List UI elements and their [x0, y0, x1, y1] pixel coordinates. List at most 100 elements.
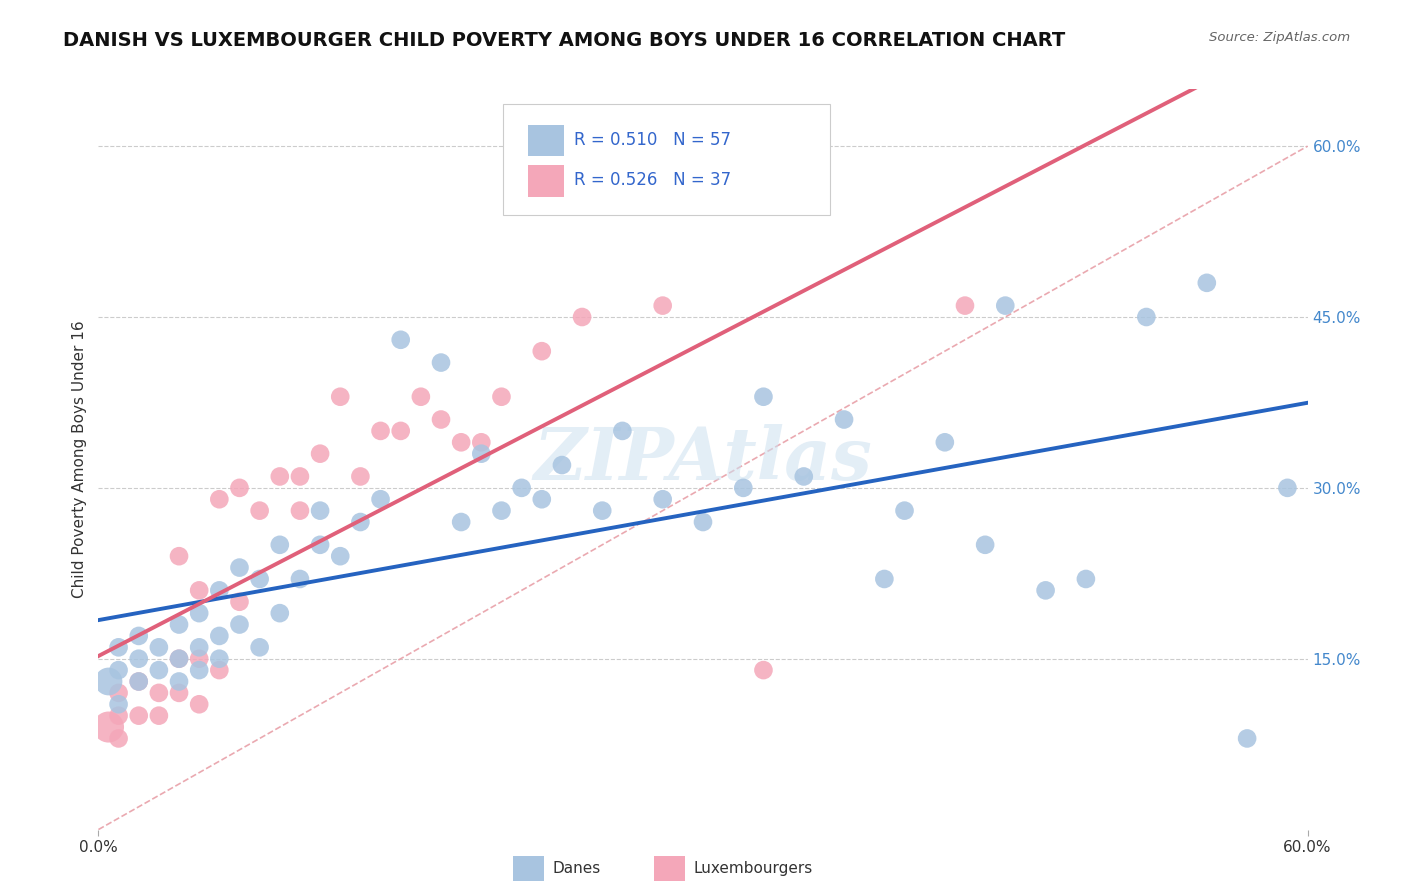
Y-axis label: Child Poverty Among Boys Under 16: Child Poverty Among Boys Under 16 [72, 320, 87, 599]
Point [148, 663, 170, 677]
Text: DANISH VS LUXEMBOURGER CHILD POVERTY AMONG BOYS UNDER 16 CORRELATION CHART: DANISH VS LUXEMBOURGER CHILD POVERTY AMO… [63, 31, 1066, 50]
Point [107, 708, 129, 723]
Point [651, 299, 673, 313]
Point [167, 651, 190, 665]
Point [430, 355, 453, 369]
Point [128, 674, 150, 689]
Point [309, 538, 332, 552]
Point [994, 299, 1017, 313]
Point [97, 674, 120, 689]
Point [128, 629, 150, 643]
Point [450, 515, 472, 529]
Point [733, 481, 755, 495]
Point [591, 503, 613, 517]
Point [128, 674, 150, 689]
Point [249, 503, 271, 517]
Point [349, 469, 371, 483]
Point [269, 538, 291, 552]
Point [167, 549, 190, 564]
Point [269, 606, 291, 620]
Point [128, 651, 150, 665]
Point [249, 640, 271, 655]
Point [188, 606, 211, 620]
Text: R = 0.526   N = 37: R = 0.526 N = 37 [574, 171, 731, 189]
Point [491, 390, 513, 404]
Point [832, 412, 855, 426]
Point [288, 469, 311, 483]
Point [188, 583, 211, 598]
Point [107, 686, 129, 700]
Point [107, 731, 129, 746]
Point [107, 698, 129, 712]
Point [953, 299, 976, 313]
Point [370, 424, 392, 438]
Point [389, 424, 412, 438]
Point [1135, 310, 1157, 324]
Point [107, 640, 129, 655]
Point [1035, 583, 1057, 598]
Point [128, 708, 150, 723]
Point [97, 720, 120, 734]
Point [228, 560, 250, 574]
Text: Luxembourgers: Luxembourgers [693, 862, 813, 876]
Point [551, 458, 574, 472]
Point [793, 469, 815, 483]
Point [1195, 276, 1218, 290]
Text: Danes: Danes [553, 862, 600, 876]
Point [208, 492, 231, 507]
Point [612, 424, 634, 438]
Point [228, 617, 250, 632]
Point [309, 447, 332, 461]
Point [530, 344, 553, 359]
Point [752, 390, 775, 404]
Point [167, 617, 190, 632]
Point [107, 663, 129, 677]
Point [329, 549, 352, 564]
Text: R = 0.510   N = 57: R = 0.510 N = 57 [574, 130, 731, 149]
Point [208, 583, 231, 598]
Point [148, 640, 170, 655]
Text: Source: ZipAtlas.com: Source: ZipAtlas.com [1209, 31, 1350, 45]
Point [470, 435, 492, 450]
Point [188, 663, 211, 677]
Point [450, 435, 472, 450]
Point [974, 538, 997, 552]
Point [167, 674, 190, 689]
Point [188, 651, 211, 665]
Point [1236, 731, 1258, 746]
Point [389, 333, 412, 347]
Point [491, 503, 513, 517]
Point [571, 310, 593, 324]
Point [349, 515, 371, 529]
Point [167, 651, 190, 665]
Point [208, 651, 231, 665]
Point [651, 492, 673, 507]
Point [873, 572, 896, 586]
Point [1074, 572, 1097, 586]
Point [269, 469, 291, 483]
FancyBboxPatch shape [527, 165, 564, 196]
Point [370, 492, 392, 507]
Point [692, 515, 714, 529]
Point [167, 686, 190, 700]
Point [752, 663, 775, 677]
Point [530, 492, 553, 507]
Point [329, 390, 352, 404]
Point [148, 686, 170, 700]
Point [148, 708, 170, 723]
Point [288, 503, 311, 517]
Point [409, 390, 432, 404]
Point [470, 447, 492, 461]
Point [208, 663, 231, 677]
FancyBboxPatch shape [527, 125, 564, 156]
Point [934, 435, 956, 450]
Point [228, 481, 250, 495]
Point [188, 698, 211, 712]
Point [309, 503, 332, 517]
Point [893, 503, 915, 517]
Point [510, 481, 533, 495]
Point [249, 572, 271, 586]
Point [188, 640, 211, 655]
Point [430, 412, 453, 426]
Point [288, 572, 311, 586]
